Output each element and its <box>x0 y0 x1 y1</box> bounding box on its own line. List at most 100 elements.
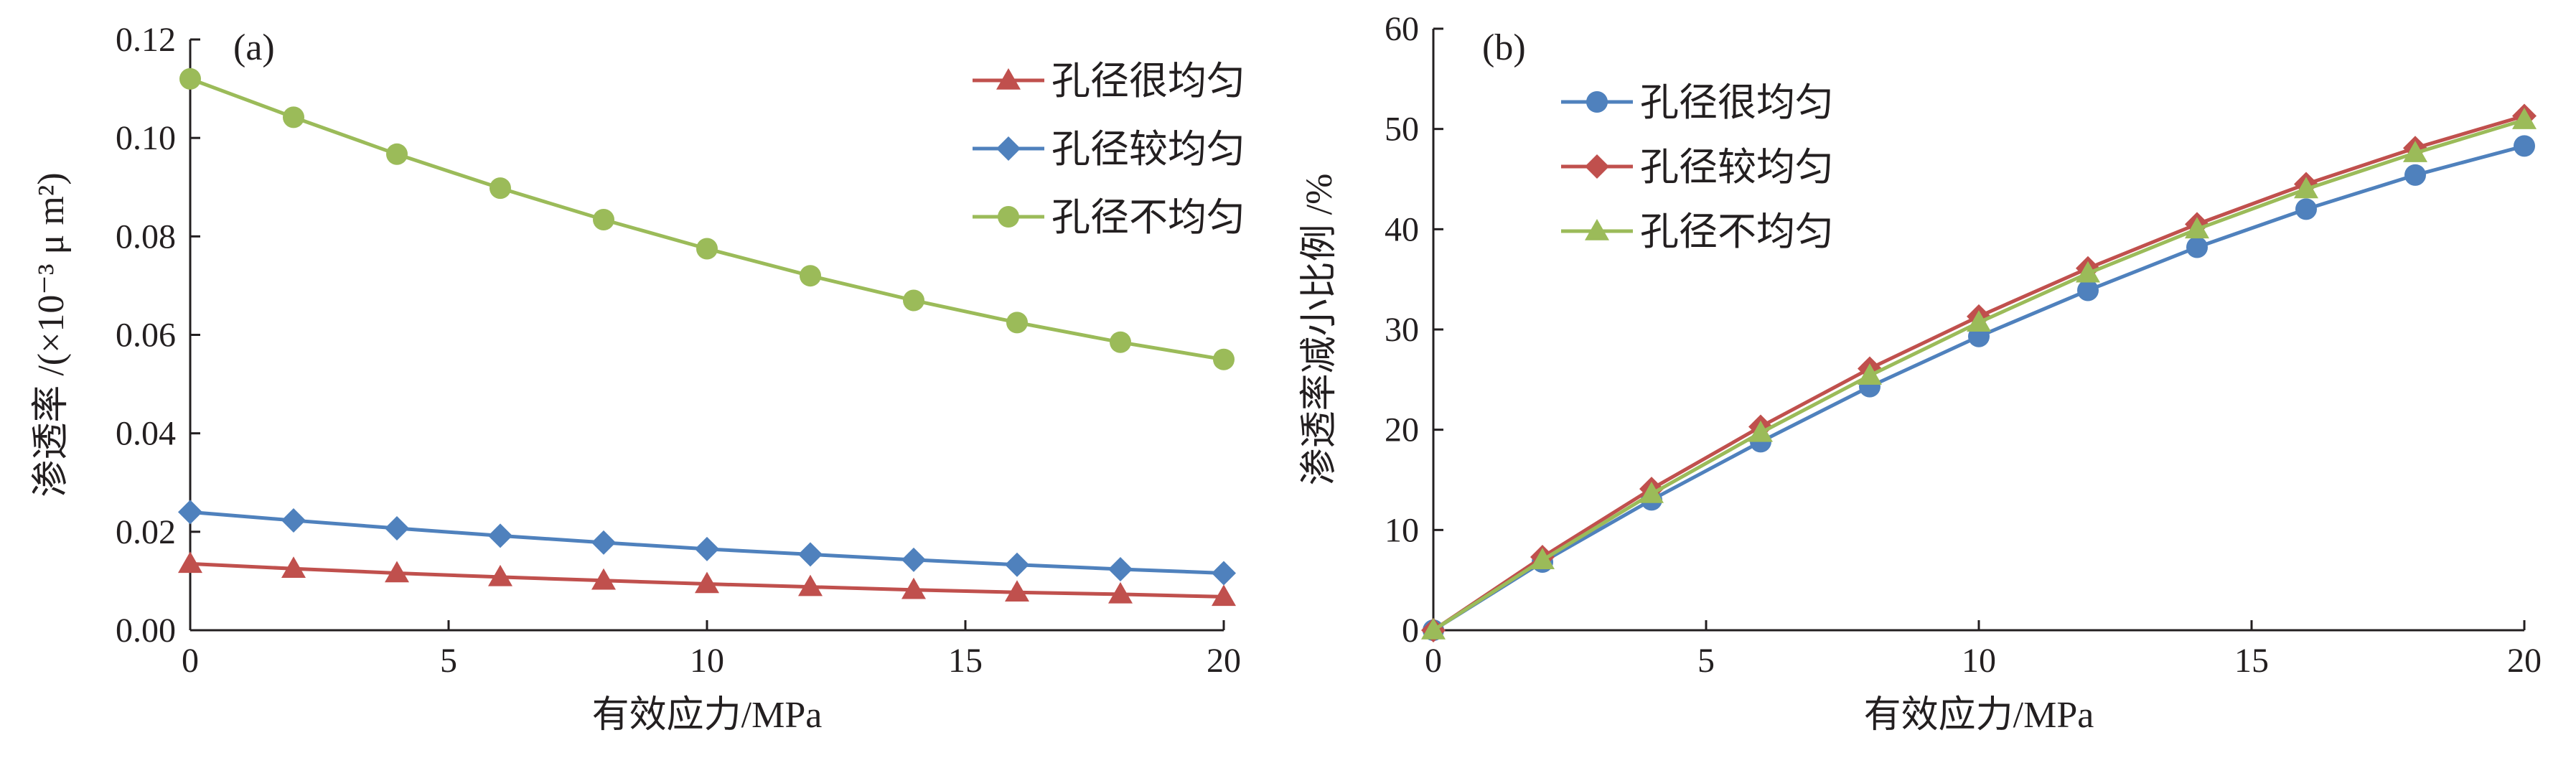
data-point <box>488 564 512 586</box>
y-axis-title: 渗透率 /(×10⁻³ μ m²) <box>31 172 72 497</box>
y-tick-label: 0.00 <box>116 612 176 650</box>
y-tick-label: 0.10 <box>116 119 176 157</box>
data-point <box>2512 108 2537 129</box>
panel-label: (a) <box>233 27 275 68</box>
data-point <box>2076 261 2100 283</box>
y-tick-label: 10 <box>1385 511 1419 549</box>
legend-marker <box>996 136 1021 161</box>
data-point <box>2404 164 2426 186</box>
legend-item: 孔径较均匀 <box>1561 146 1834 189</box>
series-2 <box>1421 103 2537 642</box>
x-tick-label: 15 <box>948 642 983 680</box>
legend-item: 孔径较均匀 <box>973 128 1245 171</box>
x-tick-label: 10 <box>1962 642 1996 680</box>
x-tick-label: 0 <box>182 642 199 680</box>
panel-label: (b) <box>1482 27 1526 68</box>
legend-item: 孔径不均匀 <box>973 196 1245 239</box>
data-point <box>179 67 201 90</box>
x-tick-label: 20 <box>2507 642 2542 680</box>
data-point <box>1006 312 1028 334</box>
y-tick-label: 0.12 <box>116 21 176 59</box>
data-point <box>1108 581 1133 604</box>
y-tick-label: 60 <box>1385 10 1419 48</box>
data-point <box>1212 584 1236 607</box>
y-tick-label: 40 <box>1385 210 1419 248</box>
series-line <box>1432 118 2525 632</box>
data-point <box>490 177 511 200</box>
data-point <box>695 571 719 594</box>
data-point <box>385 516 409 541</box>
x-tick-label: 5 <box>440 642 457 680</box>
data-point <box>2295 198 2317 220</box>
legend-marker <box>1585 154 1609 179</box>
legend-marker <box>996 68 1021 90</box>
legend-marker <box>1585 219 1609 240</box>
x-tick-label: 5 <box>1697 642 1715 680</box>
y-tick-label: 0 <box>1402 612 1419 650</box>
data-point <box>386 143 408 165</box>
legend-label: 孔径不均匀 <box>1640 210 1834 253</box>
data-point <box>283 106 304 128</box>
y-axis-title: 渗透率减小比例 /% <box>1299 174 1340 486</box>
y-tick-label: 0.04 <box>116 415 176 453</box>
x-axis-title: 有效应力/MPa <box>592 695 823 736</box>
x-tick-label: 20 <box>1207 642 1241 680</box>
data-point <box>1748 420 1773 442</box>
data-point <box>591 530 616 555</box>
legend-marker <box>1586 91 1608 113</box>
x-tick-label: 10 <box>690 642 724 680</box>
data-point <box>696 238 718 260</box>
data-point <box>1858 363 1882 385</box>
series-1 <box>178 551 1236 607</box>
y-tick-label: 20 <box>1385 411 1419 449</box>
x-tick-label: 0 <box>1425 642 1442 680</box>
data-point <box>1005 552 1029 577</box>
data-point <box>178 500 202 525</box>
data-point <box>2185 217 2209 239</box>
data-point <box>798 574 823 596</box>
data-point <box>798 542 823 567</box>
data-point <box>1110 331 1131 353</box>
legend-label: 孔径很均匀 <box>1052 60 1245 103</box>
legend-label: 孔径不均匀 <box>1052 196 1245 239</box>
data-point <box>1421 618 1446 640</box>
series-3 <box>179 67 1235 370</box>
data-point <box>178 551 202 574</box>
data-point <box>903 289 924 312</box>
chart-panel-b: 0 5 10 15 20 0 10 20 30 40 50 60 有效应力/MPa 渗透率减小比例 /% (… <box>1299 10 2542 736</box>
data-point <box>2514 135 2535 157</box>
data-point <box>281 508 306 533</box>
legend-label: 孔径较均匀 <box>1640 146 1834 189</box>
data-point <box>2403 141 2427 162</box>
chart-panel-a: 0 5 10 15 20 0.00 0.02 0.04 0.06 0.08 0.10 0.12 有效应力… <box>31 21 1245 736</box>
series-3 <box>1421 108 2537 640</box>
data-point <box>695 536 719 561</box>
data-point <box>2186 236 2208 258</box>
data-point <box>593 209 614 231</box>
y-tick-label: 0.02 <box>116 513 176 551</box>
data-point <box>1967 310 1991 332</box>
data-point <box>2294 177 2318 199</box>
data-point <box>1530 548 1555 569</box>
data-point <box>1005 580 1029 602</box>
series-1 <box>1423 135 2535 641</box>
y-tick-label: 0.06 <box>116 317 176 355</box>
data-point <box>1213 348 1235 370</box>
legend-label: 孔径很均匀 <box>1640 81 1834 124</box>
data-point <box>901 577 926 599</box>
legend-marker <box>998 206 1019 228</box>
x-tick-label: 15 <box>2234 642 2269 680</box>
data-point <box>800 265 821 287</box>
legend-item: 孔径很均匀 <box>1561 81 1834 124</box>
data-point <box>1639 482 1664 503</box>
data-point <box>281 556 306 579</box>
data-point <box>591 568 616 590</box>
x-axis-title: 有效应力/MPa <box>1864 695 2094 736</box>
data-point <box>385 561 409 583</box>
y-tick-label: 0.08 <box>116 217 176 256</box>
y-tick-label: 50 <box>1385 111 1419 149</box>
